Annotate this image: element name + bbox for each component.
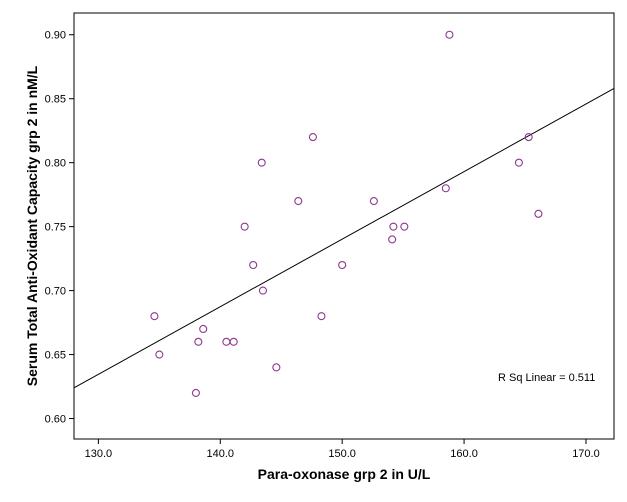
y-tick-label: 0.70 xyxy=(45,286,66,298)
y-axis-title: Serum Total Anti-Oxidant Capacity grp 2 … xyxy=(24,65,40,386)
data-point xyxy=(524,133,533,142)
data-point xyxy=(445,30,454,39)
x-tick-label: 170.0 xyxy=(572,448,600,460)
plot-area xyxy=(73,12,615,440)
y-tick-label: 0.60 xyxy=(45,414,66,426)
data-point xyxy=(294,197,303,206)
fit-line-group xyxy=(73,88,615,389)
y-tick-label: 0.90 xyxy=(45,30,66,42)
data-point xyxy=(257,158,266,167)
x-tick-label: 160.0 xyxy=(450,448,478,460)
y-tick-label: 0.80 xyxy=(45,158,66,170)
data-point xyxy=(240,222,249,231)
data-point xyxy=(534,209,543,218)
data-point xyxy=(388,235,397,244)
x-axis: 130.0 140.0 150.0 160.0 170.0 xyxy=(85,439,600,460)
data-points xyxy=(150,30,543,397)
data-point xyxy=(199,324,208,334)
data-point xyxy=(514,158,523,167)
x-axis-title: Para-oxonase grp 2 in U/L xyxy=(258,466,431,482)
data-point xyxy=(389,222,398,231)
y-axis: 0.60 0.65 0.70 0.75 0.80 0.85 0.90 xyxy=(45,30,74,426)
y-tick-label: 0.85 xyxy=(45,94,66,106)
fit-line xyxy=(73,88,615,389)
data-point xyxy=(272,363,281,372)
data-point xyxy=(258,286,267,295)
y-tick-label: 0.75 xyxy=(45,222,66,234)
data-point xyxy=(191,388,200,397)
x-tick-label: 150.0 xyxy=(328,448,356,460)
data-point xyxy=(338,260,347,270)
y-tick-label: 0.65 xyxy=(45,350,66,362)
r-squared-annotation: R Sq Linear = 0.511 xyxy=(498,372,595,384)
data-point xyxy=(369,197,378,206)
data-point xyxy=(194,337,203,346)
data-point xyxy=(400,222,409,231)
data-point xyxy=(317,312,326,321)
data-point xyxy=(249,260,258,270)
data-point xyxy=(229,337,238,346)
data-point xyxy=(441,184,450,193)
x-tick-label: 140.0 xyxy=(207,448,235,460)
data-point xyxy=(155,350,164,359)
x-tick-label: 130.0 xyxy=(85,448,113,460)
data-point xyxy=(150,312,159,321)
data-point xyxy=(308,133,317,142)
